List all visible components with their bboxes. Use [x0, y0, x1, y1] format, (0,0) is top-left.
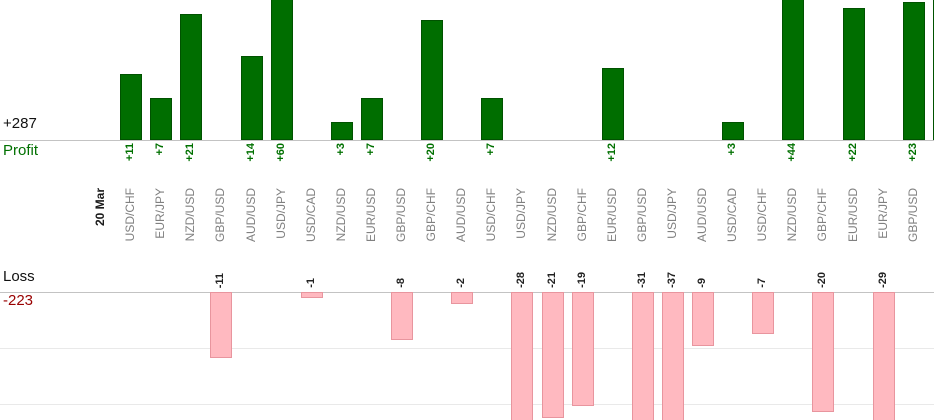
category-label: EUR/USD	[604, 188, 619, 243]
profit-bar	[842, 8, 865, 140]
category-label: USD/CHF	[123, 188, 138, 242]
bar-value-label: +12	[605, 143, 618, 162]
profit-bar	[150, 98, 173, 140]
bar-value-label: +44	[786, 143, 799, 162]
profit-bar	[421, 20, 444, 140]
bar-value-label: +3	[334, 143, 347, 156]
profit-total: +287	[3, 115, 37, 132]
category-label: USD/JPY	[664, 188, 679, 239]
category-label: EUR/USD	[363, 188, 378, 243]
bar-value-label: +11	[124, 143, 137, 162]
bar-value-label: -8	[395, 278, 407, 288]
loss-bar	[511, 292, 534, 420]
bar-value-label: +22	[846, 143, 859, 162]
category-label: USD/CAD	[725, 188, 740, 243]
bar-value-label: +21	[184, 143, 197, 162]
gridline	[0, 348, 934, 349]
bar-value-label: -29	[876, 272, 889, 288]
loss-axis-label: Loss	[3, 268, 35, 285]
loss-bar	[812, 292, 835, 412]
bar-value-label: -28	[515, 272, 528, 288]
category-label: USD/CAD	[303, 188, 318, 243]
profit-bar	[270, 0, 293, 140]
loss-bar	[872, 292, 895, 420]
bar-value-label: +7	[364, 143, 377, 156]
category-label: NZD/USD	[183, 188, 198, 242]
profit-bar	[782, 0, 805, 140]
category-label: EUR/USD	[845, 188, 860, 243]
date-label: 20 Mar	[93, 188, 107, 227]
bar-value-label: +7	[154, 143, 167, 156]
category-label: USD/CHF	[755, 188, 770, 242]
bar-value-label: -20	[816, 272, 829, 288]
category-label: USD/JPY	[514, 188, 529, 239]
profit-bar	[330, 122, 353, 140]
profit-bar	[120, 74, 143, 140]
profit-bar	[932, 0, 934, 140]
profit-bar	[360, 98, 383, 140]
bar-value-label: -7	[756, 278, 769, 288]
loss-bar	[631, 292, 654, 420]
loss-bar	[451, 292, 474, 304]
category-label: AUD/USD	[243, 188, 258, 243]
bar-value-label: +14	[244, 143, 257, 162]
category-label: USD/CHF	[484, 188, 499, 242]
loss-bar	[210, 292, 233, 358]
loss-total: -223	[3, 292, 34, 309]
category-label: USD/JPY	[273, 188, 288, 239]
loss-bar	[300, 292, 323, 298]
loss-bar	[692, 292, 714, 346]
gridline	[0, 404, 934, 405]
bar-value-label: +3	[726, 143, 739, 156]
bar-value-label: -9	[696, 278, 708, 288]
category-label: GBP/CHF	[574, 188, 589, 242]
profit-bar	[902, 2, 925, 140]
profit-bar	[601, 68, 624, 140]
category-label: EUR/JPY	[875, 188, 890, 239]
profit-bar	[240, 56, 263, 140]
bar-value-label: +20	[425, 143, 438, 162]
bar-value-label: -21	[545, 272, 558, 288]
bar-value-label: +7	[485, 143, 498, 156]
loss-bar	[541, 292, 564, 418]
category-label: EUR/JPY	[153, 188, 168, 239]
category-label: NZD/USD	[785, 188, 800, 242]
bar-value-label: -31	[635, 272, 648, 288]
category-label: GBP/USD	[394, 188, 408, 243]
category-label: GBP/CHF	[815, 188, 830, 242]
category-label: GBP/USD	[905, 188, 920, 243]
bar-value-label: -2	[455, 278, 468, 288]
category-label: GBP/USD	[634, 188, 649, 243]
category-label: GBP/USD	[213, 188, 228, 243]
loss-bar	[571, 292, 594, 406]
bar-value-label: +23	[906, 143, 919, 162]
bar-value-label: -1	[304, 278, 317, 288]
loss-bar	[661, 292, 684, 420]
category-label: NZD/USD	[333, 188, 348, 242]
profit-bar	[180, 14, 203, 140]
loss-bar	[391, 292, 413, 340]
category-label: AUD/USD	[454, 188, 469, 243]
bar-value-label: +60	[274, 143, 287, 162]
category-label: GBP/CHF	[424, 188, 439, 242]
bar-value-label: -19	[575, 272, 588, 288]
profit-axis-label: Profit	[3, 142, 39, 159]
bar-value-label: -37	[665, 272, 678, 288]
loss-bar	[752, 292, 775, 334]
profit-bar	[481, 98, 504, 140]
profit-bar	[722, 122, 745, 140]
category-label: NZD/USD	[544, 188, 559, 242]
profit-baseline	[0, 140, 934, 141]
bar-value-label: -11	[214, 272, 227, 288]
category-label: AUD/USD	[695, 188, 709, 243]
